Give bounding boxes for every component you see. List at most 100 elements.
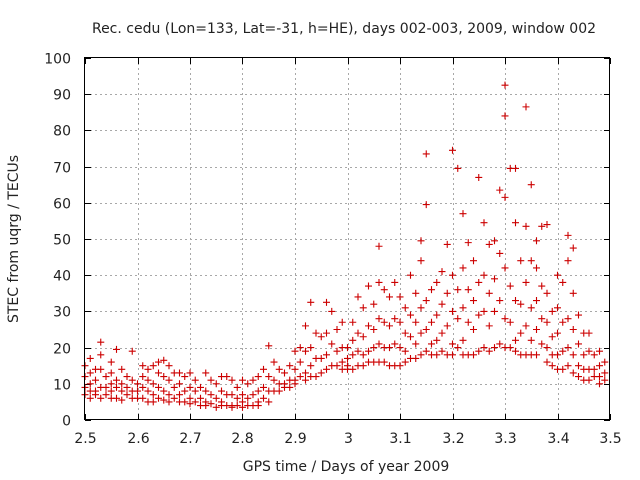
data-point: [107, 369, 115, 377]
data-point: [575, 311, 582, 319]
data-point: [349, 336, 357, 344]
data-point: [512, 219, 519, 227]
data-point: [144, 365, 152, 373]
data-point: [359, 362, 367, 370]
data-point: [191, 376, 199, 384]
data-point: [86, 380, 94, 388]
data-point: [249, 376, 257, 384]
data-point: [412, 289, 420, 297]
data-point: [538, 340, 546, 348]
data-point: [160, 373, 168, 381]
data-point: [370, 326, 378, 333]
data-point: [197, 394, 204, 402]
x-tick-label: 2.5: [74, 431, 96, 447]
data-point: [443, 240, 451, 248]
data-point: [176, 380, 183, 388]
data-point: [559, 318, 567, 326]
data-point: [359, 351, 367, 359]
data-point: [522, 222, 530, 230]
data-point: [176, 369, 183, 377]
data-point: [265, 342, 273, 350]
data-point: [312, 329, 320, 337]
data-point: [580, 351, 588, 359]
data-point: [438, 268, 446, 276]
data-point: [365, 282, 372, 290]
data-point: [438, 300, 446, 308]
data-point: [449, 307, 456, 315]
data-point: [417, 304, 425, 312]
data-point: [281, 369, 288, 377]
y-axis-tick-labels: 0 10 20 30 40 50 60 70 80 90 100: [44, 52, 71, 430]
data-point: [181, 387, 189, 395]
data-point: [470, 297, 477, 305]
data-point: [391, 278, 399, 286]
data-point: [386, 322, 393, 330]
data-point: [365, 347, 372, 355]
data-point: [86, 354, 94, 362]
plot-frame: [84, 57, 610, 420]
data-point: [554, 329, 561, 337]
data-point: [417, 237, 425, 245]
data-point: [97, 351, 105, 359]
data-point: [155, 394, 162, 402]
y-axis-label: STEC from uqrg / TECUs: [6, 155, 22, 323]
data-point: [533, 264, 540, 272]
data-point: [554, 351, 561, 359]
data-point: [438, 329, 446, 337]
data-point: [412, 318, 420, 326]
data-point: [134, 380, 141, 388]
data-point: [401, 347, 409, 355]
data-point: [491, 237, 498, 245]
data-point: [249, 391, 257, 399]
data-point: [333, 347, 341, 355]
data-point: [386, 293, 393, 301]
data-point: [501, 193, 509, 201]
data-point: [139, 383, 147, 391]
data-point: [302, 376, 309, 384]
data-point: [569, 326, 577, 333]
data-point: [433, 351, 441, 359]
data-point: [307, 344, 315, 352]
data-point: [527, 181, 535, 189]
data-point: [407, 271, 414, 279]
data-point: [417, 257, 425, 265]
data-point: [155, 383, 162, 391]
x-tick-label: 3.4: [547, 431, 569, 447]
data-point: [92, 391, 99, 399]
data-point: [302, 347, 309, 355]
data-point: [323, 365, 330, 373]
data-point: [97, 338, 105, 346]
data-point: [417, 329, 425, 337]
chart-title: Rec. cedu (Lon=133, Lat=-31, h=HE), days…: [92, 21, 596, 37]
data-point: [165, 376, 173, 384]
data-point: [118, 380, 126, 388]
data-point: [186, 369, 194, 377]
data-point: [270, 376, 278, 384]
data-point: [464, 239, 472, 247]
data-point: [218, 387, 225, 395]
data-point: [86, 394, 94, 402]
data-point: [375, 278, 383, 286]
data-point: [365, 322, 372, 330]
data-point: [517, 257, 525, 265]
data-point: [128, 376, 136, 384]
data-point: [569, 369, 577, 377]
data-point: [123, 391, 131, 399]
data-point: [223, 373, 231, 381]
data-point: [265, 398, 273, 406]
data-point: [559, 278, 567, 286]
data-point: [517, 300, 525, 308]
data-point: [302, 369, 309, 377]
data-point: [501, 315, 509, 323]
data-point: [585, 376, 593, 384]
data-point: [354, 329, 362, 337]
data-point: [512, 164, 519, 172]
data-point: [386, 344, 393, 352]
data-point: [506, 318, 514, 326]
data-point: [265, 373, 273, 381]
data-point: [533, 351, 540, 359]
data-point: [375, 315, 383, 323]
data-point: [302, 322, 309, 330]
data-point: [443, 322, 451, 330]
data-point: [344, 344, 351, 352]
